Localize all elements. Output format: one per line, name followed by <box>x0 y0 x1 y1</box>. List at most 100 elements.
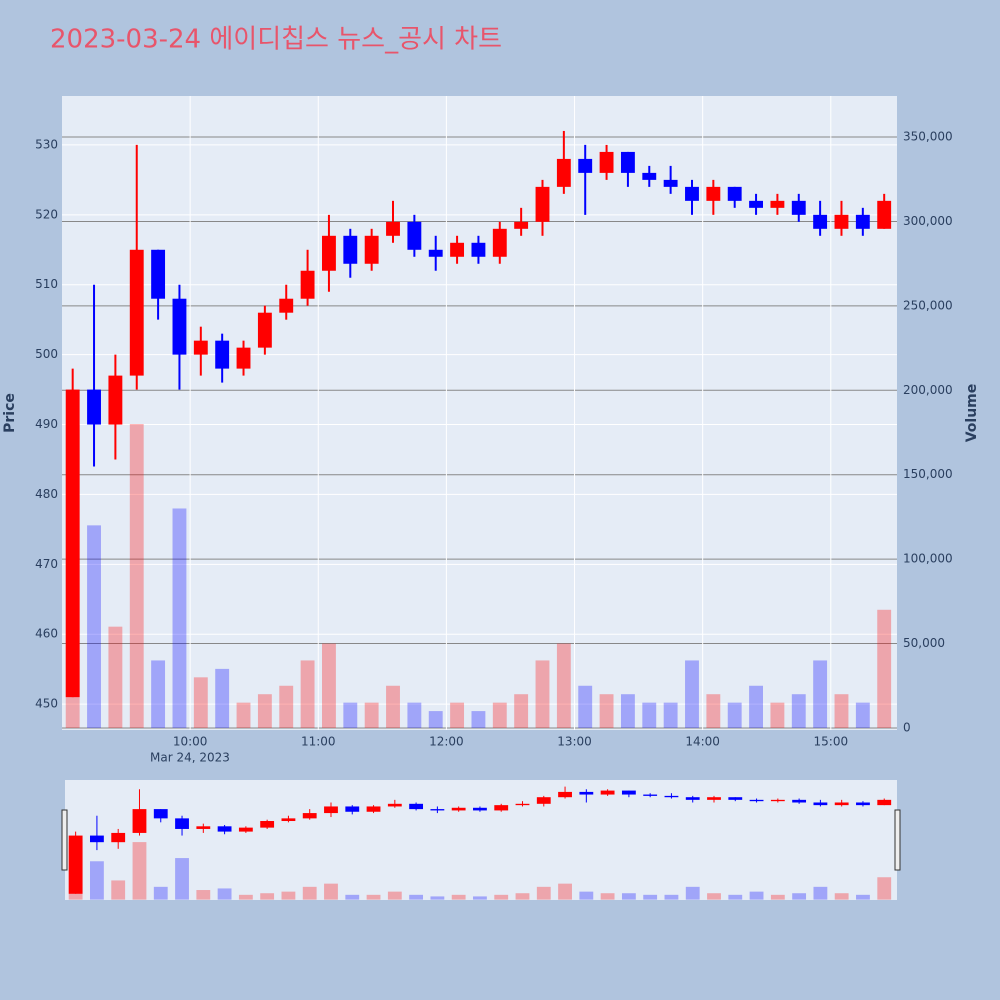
candle-body <box>172 298 187 355</box>
mini-candle-body <box>302 813 317 819</box>
mini-candle-body <box>260 821 275 828</box>
mini-candle-body <box>536 797 551 804</box>
candle-body <box>343 235 358 264</box>
mini-volume-bar <box>238 894 253 900</box>
volume-bar <box>770 702 785 728</box>
candle-body <box>877 200 892 229</box>
y2-tick-label: 250,000 <box>903 298 953 312</box>
mini-volume-bar <box>217 888 232 900</box>
candle-body <box>428 249 443 257</box>
mini-volume-bar <box>728 894 743 900</box>
mini-candle-body <box>451 807 466 811</box>
volume-bar <box>685 660 699 728</box>
candle-body <box>257 312 272 348</box>
volume-bar <box>364 702 379 728</box>
candle-body <box>727 186 742 201</box>
mini-volume-bar <box>834 893 849 900</box>
candle-body <box>492 228 507 257</box>
mini-volume-bar <box>366 894 381 900</box>
volume-bar <box>749 685 763 728</box>
x-date-label: Mar 24, 2023 <box>150 751 230 765</box>
candle-body <box>215 340 230 369</box>
mini-volume-bar <box>536 886 551 900</box>
volume-bar <box>556 643 571 728</box>
candle-body <box>535 186 550 222</box>
candle-body <box>450 242 465 257</box>
candle-body <box>706 186 721 201</box>
volume-bar <box>855 702 870 728</box>
volume-bar <box>535 660 550 728</box>
candle-body <box>151 249 166 299</box>
volume-bar <box>877 609 892 728</box>
mini-volume-bar <box>302 886 317 900</box>
candle-body <box>813 214 828 229</box>
volume-bar <box>87 525 101 728</box>
mini-volume-bar <box>345 894 360 900</box>
slider-handle[interactable] <box>894 809 901 871</box>
volume-bar <box>193 677 208 728</box>
volume-bar <box>663 702 678 728</box>
mini-volume-bar <box>664 894 679 900</box>
mini-candle-body <box>579 791 594 795</box>
candle-body <box>599 151 614 173</box>
chart-title: 2023-03-24 에이디칩스 뉴스_공시 차트 <box>50 25 502 55</box>
candle-body <box>663 179 678 187</box>
mini-volume-bar <box>685 886 700 900</box>
y2-tick-label: 300,000 <box>903 214 953 228</box>
volume-bar <box>151 660 166 728</box>
range-slider[interactable] <box>65 780 897 900</box>
y2-tick-label: 100,000 <box>903 552 953 566</box>
volume-bar <box>834 694 849 728</box>
mini-volume-bar <box>387 891 402 900</box>
mini-volume-bar <box>792 893 807 900</box>
candle-body <box>834 214 849 229</box>
mini-candle-body <box>409 803 424 810</box>
mini-candle-body <box>600 790 615 795</box>
y2-tick-label: 50,000 <box>903 636 945 650</box>
y2-tick-label: 200,000 <box>903 383 953 397</box>
candle-body <box>65 389 80 698</box>
mini-volume-bar <box>132 842 147 900</box>
mini-volume-bar <box>579 891 594 900</box>
mini-volume-bar <box>281 891 296 900</box>
mini-volume-bar <box>515 893 530 900</box>
candle-body <box>791 200 806 215</box>
volume-bar <box>492 702 507 728</box>
mini-candle-body <box>813 802 828 806</box>
mini-candle-body <box>90 835 104 843</box>
mini-volume-bar <box>153 886 168 900</box>
candle-body <box>87 389 101 425</box>
mini-candle-body <box>153 809 168 819</box>
candle-body <box>236 347 251 369</box>
volume-bar <box>578 685 593 728</box>
mini-volume-bar <box>707 893 721 900</box>
candle-body <box>855 214 870 229</box>
mini-candle-body <box>685 797 700 800</box>
mini-candle-body <box>281 818 296 822</box>
mini-volume-bar <box>877 877 892 900</box>
volume-bar <box>813 660 828 728</box>
y2-tick-label: 350,000 <box>903 130 953 144</box>
mini-volume-bar <box>196 890 211 900</box>
volume-bar <box>215 668 230 728</box>
candle-body <box>578 158 593 173</box>
y-tick-label: 490 <box>35 417 58 431</box>
mini-candle-body <box>132 809 147 833</box>
mini-candle-body <box>877 799 892 806</box>
candle-body <box>364 235 379 264</box>
mini-candle-body <box>324 806 338 814</box>
slider-handle[interactable] <box>61 809 68 871</box>
mini-volume-bar <box>175 858 189 900</box>
volume-bar <box>471 711 486 728</box>
candle-body <box>300 270 315 299</box>
mini-volume-bar <box>409 894 424 900</box>
mini-candle-body <box>430 809 445 811</box>
y-tick-label: 520 <box>35 207 58 221</box>
mini-candle-body <box>387 803 402 807</box>
volume-bar <box>129 424 144 728</box>
candle-body <box>685 186 699 201</box>
mini-volume-bar <box>643 894 658 900</box>
mini-candle-body <box>749 799 764 802</box>
y2-axis-title: Volume <box>964 384 980 443</box>
